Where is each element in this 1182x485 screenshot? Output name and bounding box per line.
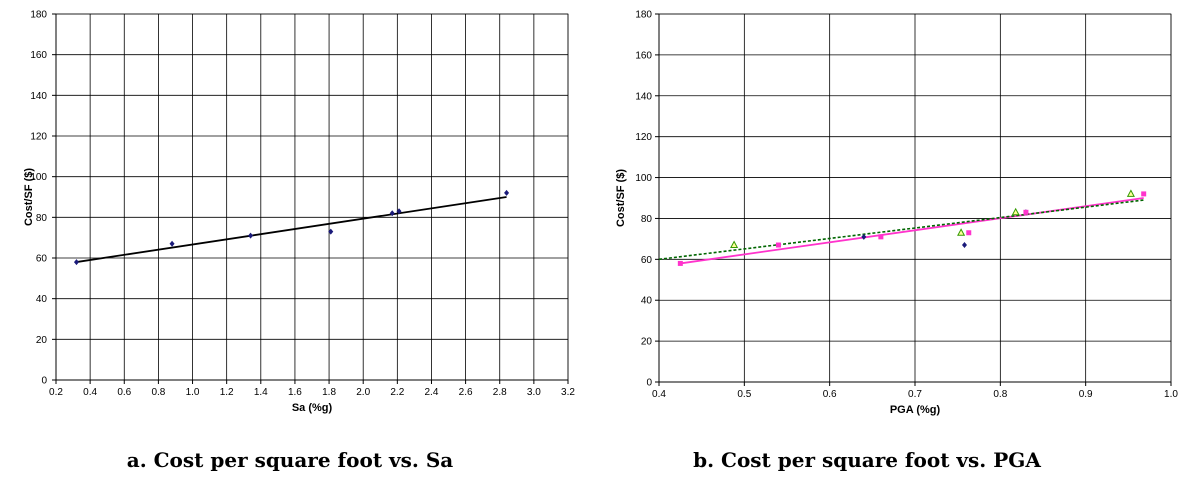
chart-b-series-2-point bbox=[878, 234, 884, 240]
chart-a-y-tick-label: 100 bbox=[30, 172, 47, 183]
chart-b-x-tick-label: 1.0 bbox=[1164, 389, 1178, 400]
chart-b-trendline-2 bbox=[658, 199, 1144, 261]
chart-b-series-2-point bbox=[677, 260, 683, 266]
chart-b-x-tick-label: 0.4 bbox=[652, 389, 666, 400]
chart-b-y-tick-label: 140 bbox=[635, 91, 652, 102]
chart-b-series-1-point bbox=[861, 233, 867, 240]
chart-b-series-2-point bbox=[775, 242, 781, 248]
chart-b-x-tick-label: 0.9 bbox=[1079, 389, 1093, 400]
chart-a-x-tick-label: 2.8 bbox=[493, 387, 507, 398]
chart-a-y-tick-label: 120 bbox=[30, 132, 47, 143]
chart-b-y-tick-label: 60 bbox=[641, 255, 653, 266]
chart-b-series-3-point bbox=[730, 240, 739, 249]
chart-b-x-tick-label: 0.5 bbox=[737, 389, 751, 400]
chart-a-x-tick-label: 0.6 bbox=[117, 387, 131, 398]
chart-a-series-1-point bbox=[504, 189, 510, 196]
chart-a-x-tick-label: 1.2 bbox=[220, 387, 234, 398]
chart-b-series-1-point bbox=[961, 242, 967, 249]
chart-b-y-tick-label: 180 bbox=[635, 10, 652, 21]
chart-b-y-tick-label: 160 bbox=[635, 50, 652, 61]
chart-a-x-tick-label: 0.4 bbox=[83, 387, 97, 398]
chart-a-series-1-point bbox=[389, 210, 395, 217]
chart-a-plot-area bbox=[55, 13, 569, 381]
chart-a-x-tick-label: 3.0 bbox=[527, 387, 541, 398]
chart-a-series-1-point bbox=[73, 259, 79, 266]
chart-a-y-tick-label: 40 bbox=[36, 294, 48, 305]
chart-a-series-1-point bbox=[169, 240, 175, 247]
chart-a-series-1-point bbox=[248, 232, 254, 239]
chart-a-y-tick-label: 140 bbox=[30, 91, 47, 102]
chart-a-x-tick-label: 2.6 bbox=[459, 387, 473, 398]
chart-b-x-tick-label: 0.8 bbox=[993, 389, 1007, 400]
chart-a-x-tick-label: 2.2 bbox=[390, 387, 404, 398]
chart-a-x-tick-label: 1.4 bbox=[254, 387, 268, 398]
chart-a-caption: a. Cost per square foot vs. Sa bbox=[127, 448, 454, 472]
chart-b-y-tick-label: 20 bbox=[641, 337, 653, 348]
chart-b-series-2-point bbox=[966, 230, 972, 236]
chart-b-series-3-point bbox=[957, 228, 966, 236]
chart-a-y-tick-label: 0 bbox=[41, 376, 47, 387]
chart-a-series-1-point bbox=[328, 228, 334, 235]
chart-a-x-tick-label: 3.2 bbox=[561, 387, 575, 398]
chart-a-x-tick-label: 1.0 bbox=[186, 387, 200, 398]
chart-a-y-axis-label: Cost/SF ($) bbox=[23, 168, 35, 226]
chart-a-series-1-point bbox=[396, 208, 402, 215]
chart-b-y-tick-label: 0 bbox=[646, 378, 652, 389]
chart-b-y-tick-label: 100 bbox=[635, 173, 652, 184]
chart-a-trendline-1 bbox=[76, 196, 507, 263]
chart-b-caption: b. Cost per square foot vs. PGA bbox=[693, 448, 1041, 472]
chart-b-y-tick-label: 40 bbox=[641, 296, 653, 307]
chart-a-y-tick-label: 160 bbox=[30, 50, 47, 61]
chart-b: 0.4 0.5 0.6 0.7 0.8 0.9 1.0 0 20 40 60 80 100 120 140 1… bbox=[615, 10, 1178, 417]
chart-b-series-2-point bbox=[1023, 209, 1029, 215]
chart-a-x-tick-label: 0.8 bbox=[151, 387, 165, 398]
chart-b-series-2-point bbox=[1141, 191, 1147, 197]
chart-b-x-tick-label: 0.7 bbox=[908, 389, 922, 400]
chart-a-x-tick-label: 2.0 bbox=[356, 387, 370, 398]
chart-a-y-tick-label: 80 bbox=[36, 213, 48, 224]
chart-b-series-3-point bbox=[1011, 207, 1020, 216]
chart-a-y-tick-label: 180 bbox=[30, 10, 47, 21]
chart-a-y-tick-label: 60 bbox=[36, 254, 48, 265]
chart-b-y-tick-label: 120 bbox=[635, 132, 652, 143]
chart-a-x-tick-label: 2.4 bbox=[425, 387, 439, 398]
chart-b-y-axis-label: Cost/SF ($) bbox=[615, 169, 627, 227]
chart-b-series-3-point bbox=[1126, 189, 1135, 197]
chart-b-y-tick-label: 80 bbox=[641, 214, 653, 225]
chart-a-y-tick-label: 20 bbox=[36, 335, 48, 346]
chart-a: 0.2 0.4 0.6 0.8 1.0 1.2 1.4 1.6 1.8 2.0 2.2 2.4 2.6 2… bbox=[23, 10, 575, 415]
chart-a-x-axis-label: Sa (%g) bbox=[292, 402, 333, 414]
chart-a-x-tick-label: 1.6 bbox=[288, 387, 302, 398]
chart-b-x-tick-label: 0.6 bbox=[823, 389, 837, 400]
chart-a-x-tick-label: 0.2 bbox=[49, 387, 63, 398]
chart-a-x-tick-label: 1.8 bbox=[322, 387, 336, 398]
chart-b-x-axis-label: PGA (%g) bbox=[890, 404, 941, 416]
